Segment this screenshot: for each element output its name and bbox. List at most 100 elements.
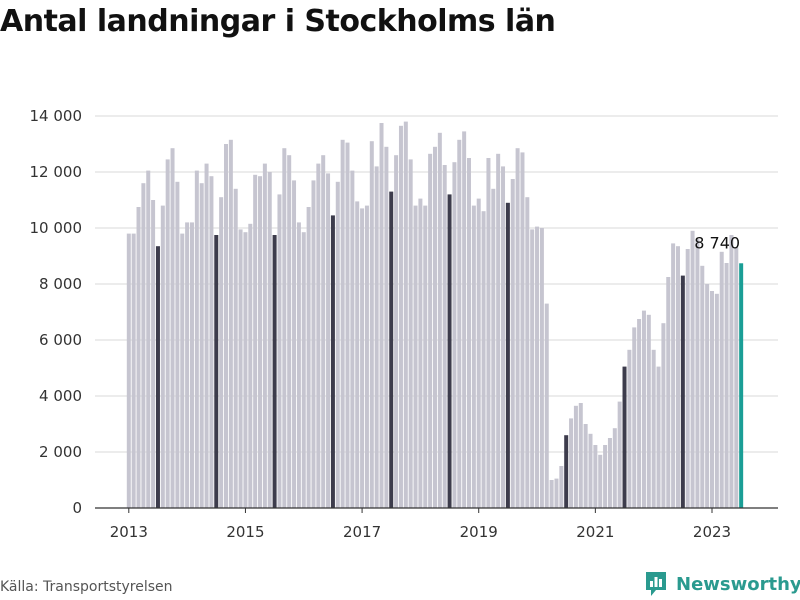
bar [447,194,452,508]
bar [253,174,258,509]
bar [131,233,136,508]
bar [583,424,588,508]
latest-value-label: 8 740 [694,233,740,252]
bar [622,366,627,508]
bar [146,170,151,508]
bar [675,246,680,508]
chart-title: Antal landningar i Stockholms län [0,4,556,39]
y-tick-label: 10 000 [30,219,83,237]
y-tick-label: 12 000 [30,163,83,181]
bar [243,232,248,508]
y-tick-label: 14 000 [30,107,83,125]
bar [219,197,224,508]
bar [155,246,160,508]
bar [316,163,321,508]
x-tick-label: 2023 [693,523,731,541]
bar [544,303,549,508]
bar [457,139,462,509]
bar [573,405,578,508]
bar [695,239,700,508]
bar [476,198,481,508]
x-tick-label: 2017 [343,523,381,541]
bar [360,208,365,508]
bar [330,215,335,508]
bar [724,263,729,508]
bar [680,275,685,508]
bar [452,162,457,508]
x-tick-label: 2021 [576,523,614,541]
bar [389,191,394,508]
bar [214,235,219,508]
bar [224,144,228,508]
bar [262,163,267,508]
bar [700,265,705,508]
bar [126,233,131,508]
y-tick-label: 2 000 [39,443,82,461]
bar [486,158,491,508]
bar [559,466,564,508]
bar [306,207,311,508]
bar [413,205,418,508]
bar [233,188,238,509]
bar [272,235,277,508]
bar [481,211,486,508]
x-tick-label: 2019 [460,523,498,541]
bar [432,146,437,509]
bar [165,159,170,508]
bar [651,349,656,508]
bar [603,445,608,508]
bar [462,131,467,508]
bar [641,310,646,508]
bar [287,155,292,508]
bar [189,222,194,508]
bar [637,319,642,508]
bar [248,223,253,509]
bar [646,314,651,508]
bar [598,454,603,508]
bar [467,158,471,508]
bar [311,180,316,508]
bar [296,222,301,508]
bar [617,401,622,508]
bar [501,166,506,508]
bar [530,229,535,508]
bar [505,202,510,509]
brand-logo: Newsworthy [644,570,800,598]
bar [267,172,272,508]
bar [301,232,306,508]
bar [666,277,671,508]
bar [170,148,175,508]
bar [175,181,180,509]
bar [607,438,612,508]
bar [612,428,617,508]
bar [282,148,287,508]
bar [277,194,282,508]
bar [539,228,544,508]
bar [141,183,146,508]
bar [719,251,724,509]
bar [408,159,413,508]
bar [394,155,399,508]
bar [364,205,369,508]
newsworthy-logo-icon [646,572,666,596]
bar [588,433,593,508]
bar [321,155,326,508]
bar [340,139,345,509]
bar [374,166,379,508]
bar [569,418,574,508]
bar [204,163,209,508]
bar [180,233,185,508]
bar [326,173,331,508]
bar [496,153,501,509]
bar [729,235,734,508]
bar [136,207,141,508]
bar [714,293,719,508]
bar [398,125,403,509]
bar [739,263,744,508]
x-tick-label: 2015 [226,523,264,541]
x-tick-label: 2013 [110,523,148,541]
bar [535,226,540,508]
bar [549,480,554,508]
bar [578,403,583,508]
